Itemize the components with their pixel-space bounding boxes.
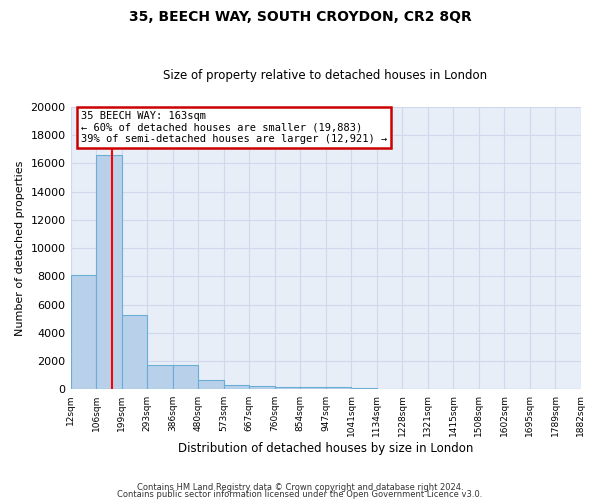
Y-axis label: Number of detached properties: Number of detached properties xyxy=(15,160,25,336)
Text: Contains HM Land Registry data © Crown copyright and database right 2024.: Contains HM Land Registry data © Crown c… xyxy=(137,484,463,492)
Text: 35, BEECH WAY, SOUTH CROYDON, CR2 8QR: 35, BEECH WAY, SOUTH CROYDON, CR2 8QR xyxy=(128,10,472,24)
Bar xyxy=(300,386,326,390)
Bar xyxy=(96,155,122,390)
Bar xyxy=(122,314,147,390)
Bar xyxy=(351,388,377,390)
Bar xyxy=(224,385,249,390)
Title: Size of property relative to detached houses in London: Size of property relative to detached ho… xyxy=(163,69,488,82)
Bar xyxy=(249,386,275,390)
Bar xyxy=(377,389,402,390)
Bar xyxy=(326,388,351,390)
Bar xyxy=(71,275,96,390)
X-axis label: Distribution of detached houses by size in London: Distribution of detached houses by size … xyxy=(178,442,473,455)
Bar xyxy=(275,386,300,390)
Text: 35 BEECH WAY: 163sqm
← 60% of detached houses are smaller (19,883)
39% of semi-d: 35 BEECH WAY: 163sqm ← 60% of detached h… xyxy=(81,111,387,144)
Bar xyxy=(147,364,173,390)
Bar xyxy=(198,380,224,390)
Bar xyxy=(173,364,198,390)
Text: Contains public sector information licensed under the Open Government Licence v3: Contains public sector information licen… xyxy=(118,490,482,499)
